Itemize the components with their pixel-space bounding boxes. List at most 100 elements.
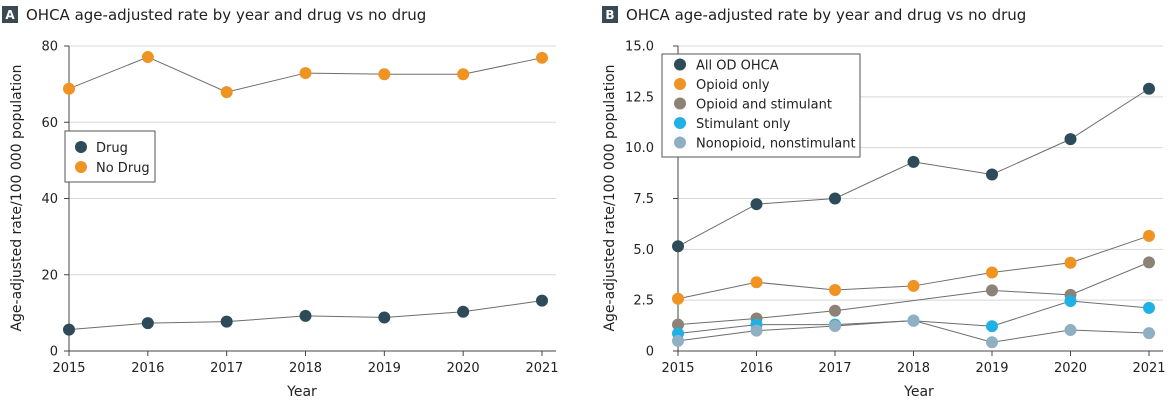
panel-a-x-tick-label: 2020 — [447, 361, 480, 376]
legend-marker-drug — [75, 141, 87, 153]
panel-b: B OHCA age-adjusted rate by year and dru… — [602, 6, 1166, 400]
legend-label-all-od-ohca: All OD OHCA — [696, 59, 779, 74]
panel-a-point-drug — [378, 311, 391, 324]
panel-b-point-opioid-only — [672, 292, 684, 305]
panel-a-point-drug — [536, 294, 548, 307]
panel-b-y-tick-label: 12.5 — [625, 90, 654, 105]
panel-b-point-nonopioid-nonstimulant — [907, 314, 920, 327]
panel-b-x-tick-label: 2021 — [1132, 361, 1165, 376]
panel-b-point-nonopioid-nonstimulant — [672, 334, 684, 347]
panel-a-point-no-drug — [63, 82, 75, 95]
panel-a-y-tick-label: 0 — [50, 345, 58, 360]
panel-b-legend-box — [661, 53, 861, 158]
panel-a-x-ticks: 2015 2016 2017 2018 2019 2020 2021 — [52, 351, 559, 376]
legend-label-nonopioid-nonstimulant: Nonopioid, nonstimulant — [696, 137, 856, 152]
panel-b-point-all-od-ohca — [750, 198, 763, 211]
panel-b-point-opioid-and-stimulant — [829, 304, 841, 317]
panel-a-x-tick-label: 2017 — [210, 361, 243, 376]
panel-a-y-tick-label: 20 — [41, 268, 58, 283]
panel-a-y-tick-label: 60 — [41, 116, 58, 131]
panel-a-series — [63, 51, 548, 336]
panel-a-point-drug — [220, 315, 233, 328]
panel-a-x-tick-label: 2021 — [525, 361, 558, 376]
panel-b-point-stimulant-only — [1143, 301, 1155, 314]
panel-b-y-tick-label: 10.0 — [625, 141, 654, 156]
panel-a-point-no-drug — [141, 51, 154, 64]
panel-a-point-drug — [141, 317, 154, 330]
legend-marker-no-drug — [75, 161, 87, 173]
panel-b-point-nonopioid-nonstimulant — [1143, 327, 1155, 340]
panel-b-point-stimulant-only — [986, 320, 998, 333]
panel-b-x-tick-label: 2015 — [661, 361, 694, 376]
panel-a: A OHCA age-adjusted rate by year and dru… — [2, 6, 559, 400]
panel-b-point-all-od-ohca — [1064, 133, 1077, 146]
panel-b-point-opioid-only — [1064, 256, 1077, 269]
legend-marker-opioid-only — [674, 78, 686, 90]
panel-a-x-tick-label: 2016 — [131, 361, 164, 376]
panel-b-point-all-od-ohca — [986, 168, 998, 181]
panel-a-legend: Drug No Drug — [64, 130, 156, 183]
panel-b-x-tick-label: 2017 — [818, 361, 851, 376]
panel-a-y-tick-label: 40 — [41, 192, 58, 207]
panel-b-y-axis-label: Age-adjusted rate/100 000 population — [602, 64, 618, 331]
panel-a-x-tick-label: 2019 — [368, 361, 401, 376]
panel-a-x-tick-label: 2018 — [289, 361, 322, 376]
panel-b-point-all-od-ohca — [1143, 82, 1155, 95]
panel-a-point-drug — [63, 323, 75, 336]
panel-a-x-tick-label: 2015 — [52, 361, 85, 376]
panel-b-x-axis-label: Year — [903, 384, 934, 400]
legend-label-opioid-only: Opioid only — [696, 78, 770, 93]
panel-b-point-all-od-ohca — [829, 192, 841, 205]
panel-a-point-no-drug — [378, 68, 391, 81]
panel-a-point-no-drug — [220, 86, 233, 99]
panel-b-point-stimulant-only — [1064, 294, 1077, 307]
panel-b-x-tick-label: 2018 — [897, 361, 930, 376]
panel-a-y-tick-label: 80 — [41, 40, 58, 55]
panel-a-point-no-drug — [457, 68, 470, 81]
panel-b-letter-box — [602, 6, 618, 23]
panel-b-point-opioid-and-stimulant — [1143, 256, 1155, 269]
panel-b-point-opioid-only — [1143, 229, 1155, 242]
legend-label-no-drug: No Drug — [96, 161, 150, 176]
panel-b-point-nonopioid-nonstimulant — [1064, 324, 1077, 337]
panel-b-letter: B — [605, 8, 614, 22]
panel-a-point-drug — [299, 309, 312, 322]
panel-b-point-opioid-only — [829, 284, 841, 296]
panel-b-point-opioid-and-stimulant — [986, 284, 998, 297]
panel-a-point-no-drug — [299, 67, 312, 80]
panel-b-series-line-opioid-and-stimulant — [677, 261, 1150, 326]
panel-b-y-ticks: 0 2.5 5.0 7.5 10.0 12.5 15.0 — [625, 40, 678, 360]
panel-b-point-nonopioid-nonstimulant — [750, 324, 763, 337]
panel-b-x-ticks: 2015 2016 2017 2018 2019 2020 2021 — [661, 351, 1166, 376]
panel-a-letter: A — [5, 8, 15, 22]
legend-marker-opioid-and-stimulant — [674, 97, 686, 110]
legend-label-stimulant-only: Stimulant only — [696, 117, 791, 132]
panel-b-point-opioid-only — [986, 266, 998, 279]
panel-b-series — [672, 82, 1155, 349]
panel-b-title: OHCA age-adjusted rate by year and drug … — [626, 6, 1026, 24]
panel-a-y-axis-label: Age-adjusted rate/100 000 population — [9, 64, 25, 331]
panel-b-point-opioid-and-stimulant — [672, 318, 684, 331]
panel-a-title: OHCA age-adjusted rate by year and drug … — [26, 6, 426, 24]
panel-b-point-nonopioid-nonstimulant — [986, 336, 998, 349]
panel-b-point-opioid-only — [750, 276, 763, 289]
panel-b-x-tick-label: 2020 — [1054, 361, 1087, 376]
panel-b-point-all-od-ohca — [907, 155, 920, 168]
panel-a-point-drug — [457, 305, 470, 318]
panel-a-letter-box — [2, 6, 18, 23]
legend-marker-all-od-ohca — [674, 58, 686, 71]
legend-marker-nonopioid-nonstimulant — [674, 136, 686, 149]
panel-b-y-tick-label: 2.5 — [633, 294, 654, 309]
panel-b-y-tick-label: 15.0 — [625, 40, 654, 55]
panel-a-gridlines — [69, 45, 556, 276]
legend-label-opioid-and-stimulant: Opioid and stimulant — [696, 98, 832, 113]
panel-b-x-tick-label: 2019 — [975, 361, 1008, 376]
panel-b-y-tick-label: 0 — [646, 345, 654, 360]
panel-b-point-all-od-ohca — [672, 240, 684, 253]
panel-a-y-ticks: 0 20 40 60 80 — [41, 40, 69, 360]
panel-b-y-tick-label: 5.0 — [633, 243, 654, 258]
panel-b-point-nonopioid-nonstimulant — [829, 319, 841, 332]
panel-b-y-tick-label: 7.5 — [633, 192, 654, 207]
legend-marker-stimulant-only — [674, 117, 686, 129]
